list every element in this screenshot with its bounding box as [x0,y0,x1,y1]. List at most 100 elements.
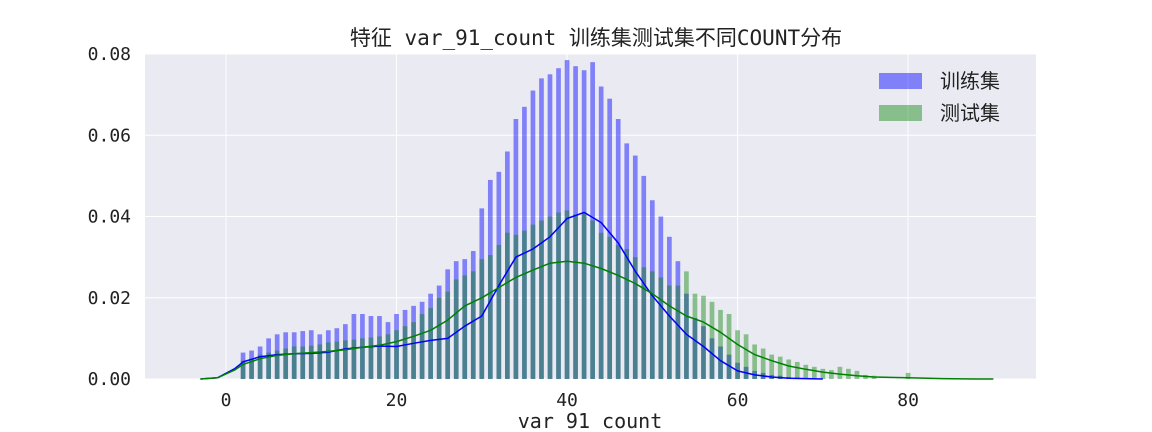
bar-test [402,326,408,379]
bar-train [470,251,476,379]
bar-test [317,344,323,379]
bar-test [368,337,374,379]
bar-train [240,352,246,379]
bar-train [274,334,280,379]
bar-train [709,338,715,379]
bar-test [829,370,834,379]
chart-title: 特征 var_91_count 训练集测试集不同COUNT分布 [350,26,842,50]
bar-train [291,332,297,379]
bar-test [419,314,425,379]
bar-train [360,314,365,379]
legend-swatch-train [879,73,922,89]
legend-label-train: 训练集 [940,69,1000,93]
bar-train [513,119,519,379]
bar-test [769,354,775,379]
bar-train [641,175,647,379]
bar-train [308,330,314,379]
bar-test [377,336,382,379]
legend: 训练集 测试集 [879,69,1000,125]
bar-test [735,330,740,379]
bar-train [556,68,561,379]
bar-train [547,74,553,379]
bar-train [351,314,357,379]
bar-train [667,236,672,379]
bar-test [505,232,510,379]
bar-train [462,259,468,379]
bar-train [411,305,416,379]
x-axis-label: var_91_count [518,409,663,432]
bar-test [820,368,826,379]
x-tick-label: 60 [727,390,749,411]
bar-train [701,326,706,379]
x-axis-ticks: 0 20 40 60 80 [221,390,919,411]
bar-test [291,346,297,379]
bar-train [684,293,689,379]
bar-test [274,350,280,379]
bar-train [530,90,536,379]
y-tick-label: 0.00 [88,369,131,390]
bar-train [266,338,271,379]
bar-test [726,314,732,379]
bar-test [760,348,766,379]
bar-test [854,370,860,379]
bar-test [394,330,399,379]
grid [145,53,1036,380]
x-tick-label: 0 [221,390,232,411]
bar-test [496,244,502,379]
bar-test [428,307,433,379]
bar-test [308,345,314,379]
bar-test [811,366,817,379]
bar-test [675,285,681,379]
bar-test [803,364,809,379]
bar-train [615,119,621,379]
bar-test [615,244,621,379]
bar-test [530,224,536,379]
bar-test [360,338,365,379]
bar-test [343,340,348,379]
bar-test [777,356,783,379]
bar-train [718,346,723,379]
bar-train [343,324,348,379]
bar-test [445,291,451,379]
bar-train [649,200,655,379]
bar-train [505,151,510,379]
bar-test [684,271,689,379]
bar-test [411,322,416,379]
bar-train [368,316,374,379]
bar-train [632,155,638,379]
bar-train [496,171,502,379]
bar-test [709,301,715,379]
bar-train [581,70,587,379]
bar-test [385,334,391,379]
bar-train [658,216,664,379]
y-axis-ticks: 0.00 0.02 0.04 0.06 0.08 [88,44,131,390]
bar-test [658,277,664,379]
bar-train [385,322,391,379]
bar-test [667,285,672,379]
bar-test [752,344,757,379]
bar-train [300,331,306,379]
legend-label-test: 测试集 [940,101,1000,125]
bar-test [794,361,800,379]
bar-test [564,210,570,379]
bar-train [590,62,595,379]
bar-test [325,342,331,379]
bar-test [556,212,561,379]
bar-test [300,346,306,379]
bar-train [692,318,698,379]
bar-test [266,352,271,379]
bar-test [453,279,459,379]
x-tick-label: 20 [386,390,408,411]
bar-train [453,261,459,379]
bar-train [598,86,604,379]
bar-train [334,328,340,379]
bar-test [624,249,630,379]
kde-line-test [200,260,994,380]
bar-train [283,332,289,379]
y-tick-label: 0.06 [88,125,131,146]
bar-test [649,271,655,379]
bar-train [419,301,425,379]
bar-train [479,208,485,379]
bar-test [905,372,911,379]
